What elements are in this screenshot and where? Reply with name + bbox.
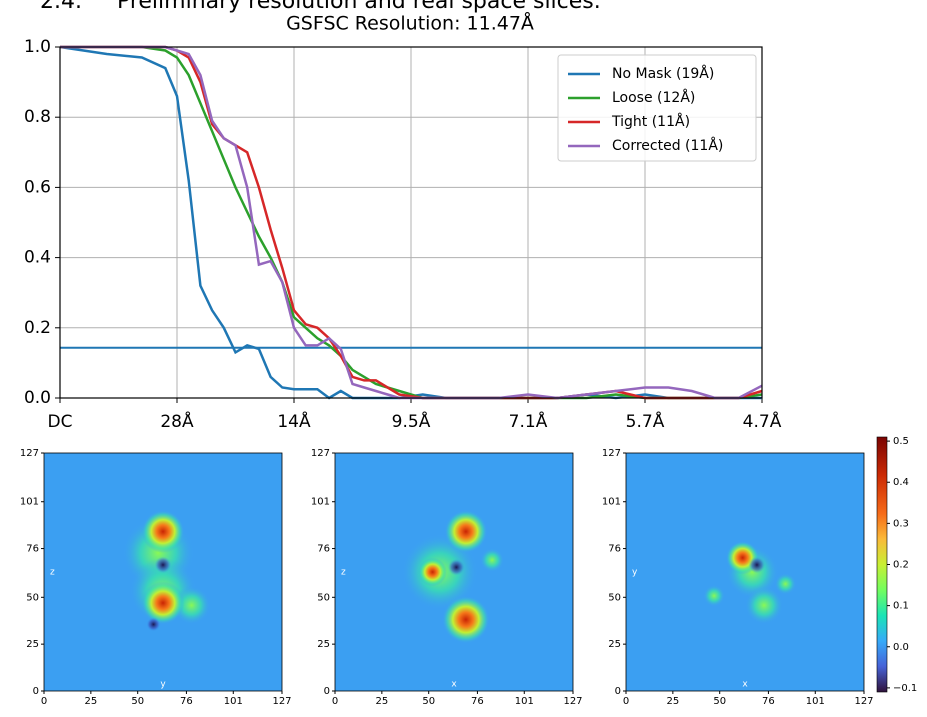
y-tick-label: 0.8 <box>24 107 51 127</box>
x-tick-label: 25 <box>375 696 388 707</box>
y-tick-label: 127 <box>20 448 39 459</box>
x-tick-label: 9.5Å <box>392 410 431 432</box>
x-tick-label: 5.7Å <box>626 410 665 432</box>
y-tick-label: 0.0 <box>24 388 51 408</box>
y-tick-label: 0.4 <box>24 248 51 268</box>
legend-label: Tight (11Å) <box>611 113 690 130</box>
y-tick-label: 25 <box>317 639 330 650</box>
x-tick-label: 50 <box>422 696 435 707</box>
colorbar-tick-label: 0.2 <box>893 560 909 571</box>
density-blob <box>442 595 490 644</box>
density-blob <box>448 558 465 576</box>
heading: 2.4. Preliminary resolution and real spa… <box>40 0 601 14</box>
y-tick-label: 0 <box>324 686 330 697</box>
legend-label: Loose (12Å) <box>612 89 695 106</box>
x-tick-label: 28Å <box>160 410 194 432</box>
x-tick-label: 50 <box>713 696 726 707</box>
y-tick-label: 1.0 <box>24 37 51 57</box>
y-tick-label: 76 <box>26 544 39 555</box>
y-axis-label: z <box>50 568 55 578</box>
y-tick-label: 0 <box>615 686 621 697</box>
density-blob <box>141 581 185 625</box>
y-tick-label: 50 <box>26 592 39 603</box>
legend-box <box>557 54 757 162</box>
legend-label: No Mask (19Å) <box>612 65 714 82</box>
density-blob <box>745 586 784 625</box>
x-tick-label: 0 <box>41 696 47 707</box>
slice-frame <box>43 452 283 692</box>
x-tick-label: 127 <box>854 696 873 707</box>
colorbar-tick-label: 0.1 <box>893 601 909 612</box>
x-tick-label: 25 <box>666 696 679 707</box>
x-tick-label: 4.7Å <box>743 410 782 432</box>
x-tick-label: 127 <box>272 696 291 707</box>
y-tick-label: 101 <box>311 497 330 508</box>
x-tick-label: 101 <box>224 696 243 707</box>
x-axis-label: x <box>451 680 457 690</box>
x-tick-label: 14Å <box>277 410 311 432</box>
x-tick-label: 127 <box>563 696 582 707</box>
y-tick-label: 76 <box>317 544 330 555</box>
density-blob <box>418 557 447 587</box>
y-tick-label: 101 <box>602 497 621 508</box>
y-tick-label: 50 <box>317 592 330 603</box>
density-blob <box>748 556 766 574</box>
y-tick-label: 0.2 <box>24 318 51 338</box>
colorbar-tick-label: 0.3 <box>893 518 909 529</box>
plot-frame <box>59 46 763 399</box>
x-tick-label: 0 <box>623 696 629 707</box>
x-tick-label: 7.1Å <box>509 410 548 432</box>
x-axis-label: x <box>742 680 748 690</box>
x-tick-label: 76 <box>471 696 484 707</box>
x-axis-label: y <box>160 680 166 690</box>
y-axis-label: y <box>632 568 638 578</box>
slice-frame <box>334 452 574 692</box>
x-tick-label: 101 <box>515 696 534 707</box>
colorbar-tick-label: 0.5 <box>893 436 909 447</box>
x-tick-label: 101 <box>806 696 825 707</box>
colorbar <box>876 436 888 693</box>
x-tick-label: 25 <box>84 696 97 707</box>
density-blob <box>703 585 725 607</box>
x-tick-label: 76 <box>762 696 775 707</box>
y-tick-label: 0 <box>33 686 39 697</box>
density-blob <box>154 556 172 574</box>
colorbar-tick-label: 0.4 <box>893 477 909 488</box>
y-tick-label: 127 <box>602 448 621 459</box>
y-tick-label: 0.6 <box>24 177 51 197</box>
density-blob <box>444 510 488 553</box>
x-tick-label: 50 <box>131 696 144 707</box>
y-tick-label: 76 <box>608 544 621 555</box>
x-tick-label: DC <box>48 412 73 432</box>
x-tick-label: 76 <box>180 696 193 707</box>
density-blob <box>774 573 797 595</box>
colorbar-tick-label: 0.0 <box>893 642 909 653</box>
y-tick-label: 101 <box>20 497 39 508</box>
density-blob <box>146 617 161 632</box>
series-line <box>60 45 763 400</box>
colorbar-tick-label: −0.1 <box>893 683 917 694</box>
y-tick-label: 50 <box>608 592 621 603</box>
density-blob <box>141 510 185 553</box>
slice-frame <box>625 452 865 692</box>
chart-title: GSFSC Resolution: 11.47Å <box>286 12 534 35</box>
y-tick-label: 25 <box>608 639 621 650</box>
y-tick-label: 127 <box>311 448 330 459</box>
y-axis-label: z <box>341 568 346 578</box>
density-blob <box>480 548 504 572</box>
y-tick-label: 25 <box>26 639 39 650</box>
legend-label: Corrected (11Å) <box>612 137 723 154</box>
x-tick-label: 0 <box>332 696 338 707</box>
